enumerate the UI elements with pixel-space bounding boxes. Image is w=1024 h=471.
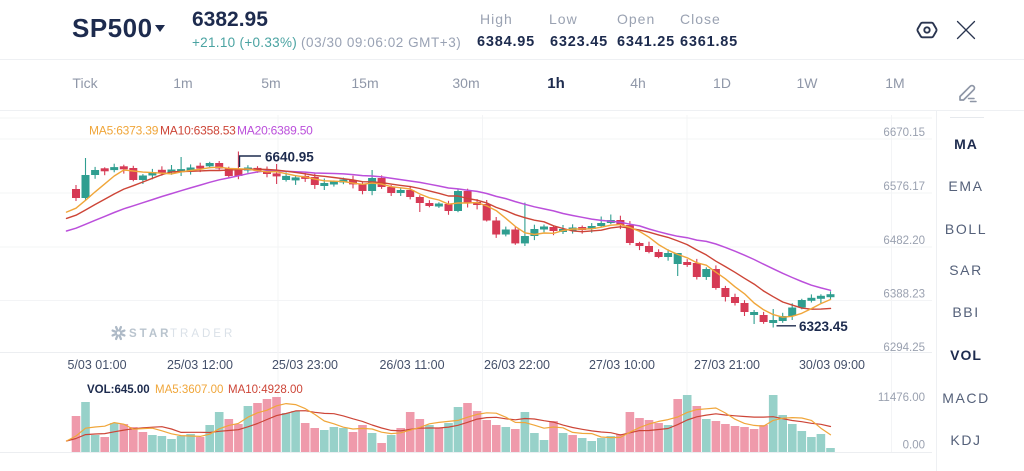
svg-text:5/03 01:00: 5/03 01:00 [67, 358, 126, 372]
svg-text:MA10:6358.53: MA10:6358.53 [160, 124, 236, 138]
svg-text:MA5:3607.00: MA5:3607.00 [155, 384, 223, 396]
svg-text:TRADER: TRADER [170, 328, 235, 340]
svg-text:VOL:645.00: VOL:645.00 [87, 384, 150, 396]
svg-text:6294.25: 6294.25 [883, 342, 925, 354]
svg-text:STAR: STAR [129, 328, 171, 340]
svg-text:6670.15: 6670.15 [883, 127, 925, 139]
svg-text:MA10:4928.00: MA10:4928.00 [228, 384, 303, 396]
svg-text:6482.20: 6482.20 [883, 235, 925, 247]
svg-text:25/03 12:00: 25/03 12:00 [167, 358, 233, 372]
svg-text:30/03 09:00: 30/03 09:00 [799, 358, 865, 372]
svg-text:27/03 10:00: 27/03 10:00 [589, 358, 655, 372]
svg-text:MA5:6373.39: MA5:6373.39 [89, 124, 159, 138]
svg-text:MA20:6389.50: MA20:6389.50 [237, 124, 313, 138]
svg-text:27/03 21:00: 27/03 21:00 [694, 358, 760, 372]
svg-text:6388.23: 6388.23 [883, 289, 925, 301]
svg-text:0.00: 0.00 [903, 440, 925, 452]
svg-text:6640.95: 6640.95 [265, 150, 314, 165]
svg-text:26/03 22:00: 26/03 22:00 [484, 358, 550, 372]
svg-text:25/03 23:00: 25/03 23:00 [272, 358, 338, 372]
svg-text:6576.17: 6576.17 [883, 181, 925, 193]
svg-text:11476.00: 11476.00 [878, 392, 925, 404]
svg-text:26/03 11:00: 26/03 11:00 [379, 358, 444, 372]
svg-text:6323.45: 6323.45 [799, 319, 848, 334]
